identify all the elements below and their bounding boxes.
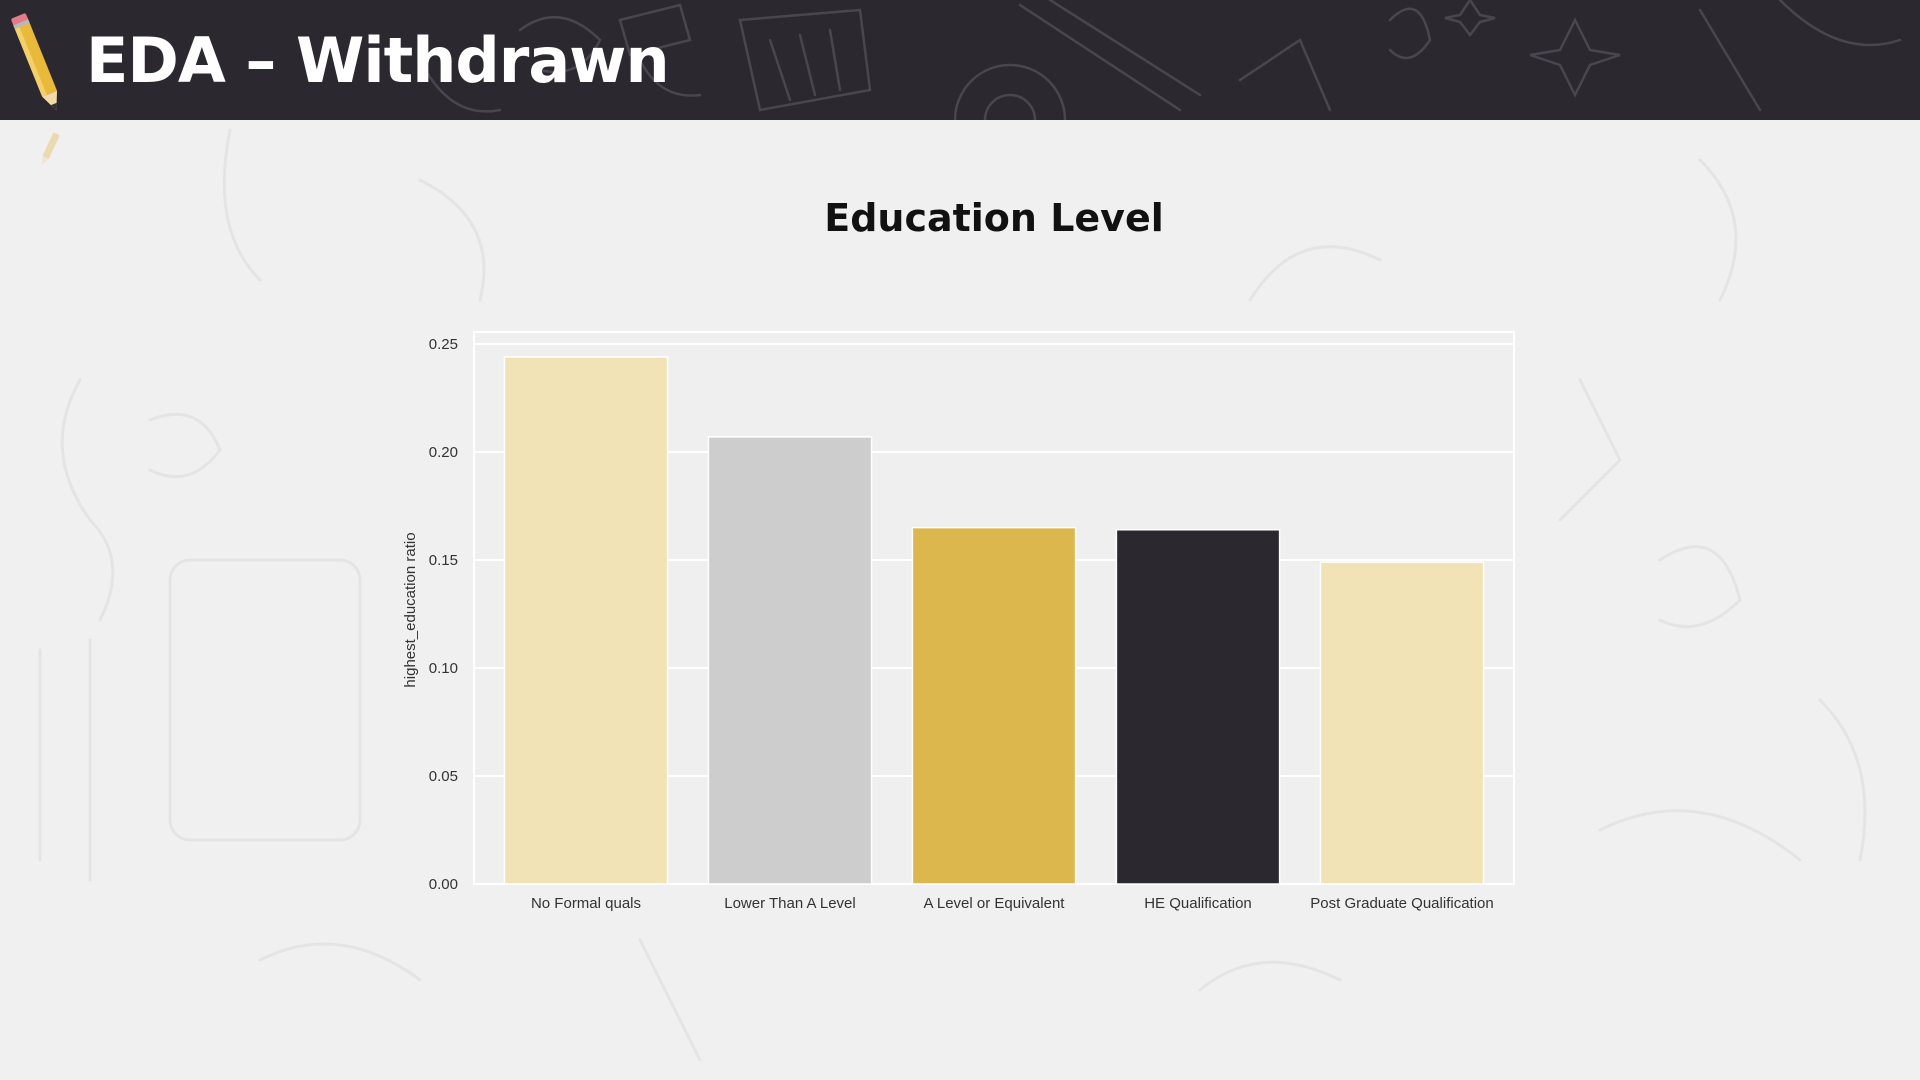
pencil-icon [11,13,58,111]
x-tick-label: A Level or Equivalent [924,895,1066,912]
slide-title: EDA – Withdrawn [86,24,670,97]
y-tick-label: 0.20 [429,444,458,461]
bars [503,356,1485,885]
bar-post-graduate-qualification [1319,561,1485,885]
x-tick-labels: No Formal quals Lower Than A Level A Level… [531,895,1494,912]
y-tick-label: 0.00 [429,876,458,893]
x-tick-label: No Formal quals [531,895,641,912]
bar-no-formal-quals [503,356,669,885]
chart-title: Education Level [824,196,1164,240]
background-doodle-decoration [38,128,1867,1062]
x-tick-label: Lower Than A Level [724,895,855,912]
y-tick-label: 0.10 [429,660,458,677]
header-bar: EDA – Withdrawn [0,0,1920,120]
bar-a-level-or-equivalent [911,526,1077,885]
bar-he-qualification [1115,529,1281,885]
x-tick-label: HE Qualification [1144,895,1252,912]
y-tick-label: 0.05 [429,768,458,785]
y-tick-labels: 0.00 0.05 0.10 0.15 0.20 0.25 [429,336,458,893]
y-tick-label: 0.25 [429,336,458,353]
x-tick-label: Post Graduate Qualification [1310,895,1493,912]
y-tick-label: 0.15 [429,552,458,569]
y-axis-label: highest_education ratio [402,532,419,687]
pencil-icon [42,132,60,165]
header-doodle-decoration [418,0,1902,120]
bar-lower-than-a-level [707,436,873,885]
